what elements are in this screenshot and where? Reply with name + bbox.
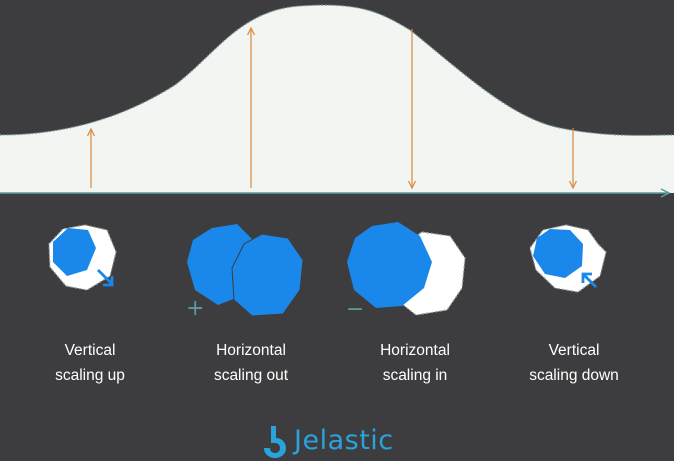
vertical-scaling-down-icon <box>529 224 607 293</box>
load-decrease-arrow <box>407 29 417 190</box>
horizontal-scaling-out-icon: + <box>186 224 304 321</box>
jelastic-logo-icon <box>264 426 286 458</box>
stage-caption-horizontal-out: Horizontal scaling out <box>176 338 326 388</box>
caption-line-1: Horizontal <box>380 342 450 359</box>
caption-line-1: Vertical <box>64 342 116 359</box>
load-increase-arrow <box>86 127 96 188</box>
load-curve-area <box>0 5 674 193</box>
horizontal-scaling-in-icon: − <box>346 222 466 322</box>
stage-caption-vertical-up: Vertical scaling up <box>15 338 165 388</box>
add-sign: + <box>186 296 204 321</box>
load-low-arrow <box>568 128 578 190</box>
caption-line-2: scaling out <box>213 367 289 384</box>
stage-caption-horizontal-in: Horizontal scaling in <box>340 338 490 388</box>
vertical-scaling-up-icon <box>48 224 117 291</box>
remove-sign: − <box>346 297 364 322</box>
load-peak-arrow <box>246 26 256 188</box>
brand-wordmark: Jelastic <box>262 420 394 460</box>
caption-line-2: scaling down <box>529 367 619 384</box>
time-axis <box>0 188 671 198</box>
brand-name: Jelastic <box>294 424 394 456</box>
caption-line-1: Vertical <box>548 342 600 359</box>
stage-caption-vertical-down: Vertical scaling down <box>499 338 649 388</box>
caption-line-2: scaling up <box>55 367 125 384</box>
load-curve-line <box>0 4 674 137</box>
caption-line-2: scaling in <box>382 367 448 384</box>
caption-line-1: Horizontal <box>216 342 286 359</box>
